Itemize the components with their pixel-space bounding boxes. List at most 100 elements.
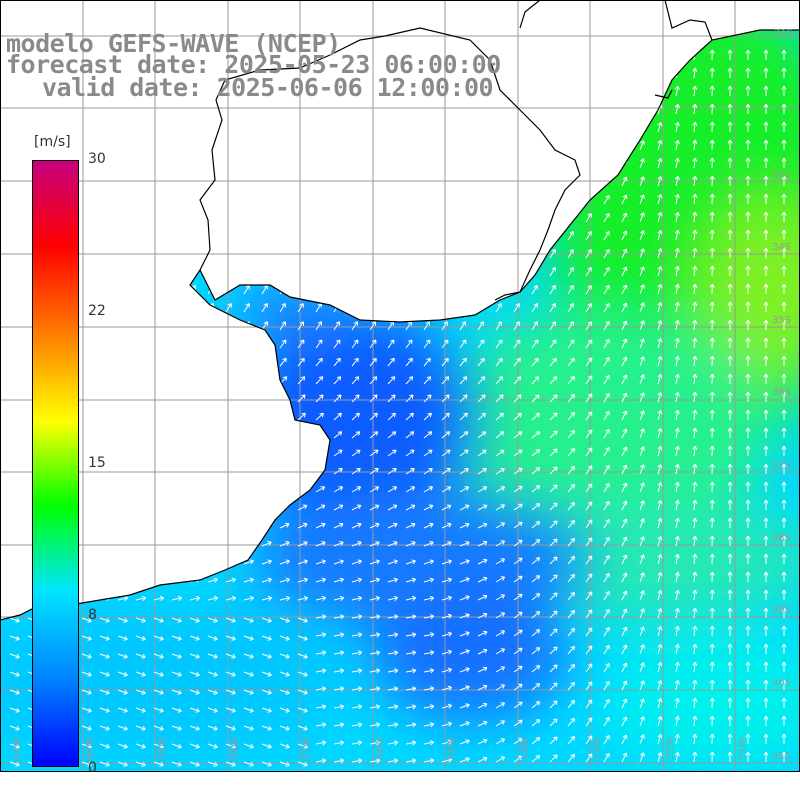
- wind-arrow: [621, 68, 628, 79]
- colorbar: [32, 160, 79, 767]
- wind-arrow: [549, 502, 558, 511]
- wind-arrow: [99, 725, 110, 731]
- wind-arrow: [549, 646, 558, 655]
- wind-arrow: [297, 159, 304, 169]
- wind-arrow: [709, 49, 715, 61]
- wind-arrow: [459, 231, 466, 241]
- wind-arrow: [351, 412, 360, 421]
- wind-arrow: [639, 698, 645, 709]
- wind-arrow: [639, 320, 645, 331]
- wind-arrow: [531, 647, 541, 655]
- wind-arrow: [477, 738, 488, 745]
- wind-arrow: [567, 123, 574, 133]
- wind-arrow: [135, 468, 145, 475]
- wind-arrow: [657, 752, 663, 763]
- wind-arrow: [9, 522, 20, 529]
- wind-arrow: [261, 577, 272, 583]
- wind-arrow: [585, 573, 593, 583]
- wind-arrow: [315, 303, 322, 313]
- wind-arrow: [441, 339, 449, 349]
- wind-arrow: [207, 412, 216, 421]
- wind-arrow: [117, 195, 124, 205]
- wind-arrow: [657, 698, 663, 709]
- wind-arrow: [243, 357, 251, 367]
- wind-arrow: [405, 541, 416, 547]
- wind-arrow: [207, 339, 215, 349]
- wind-arrow: [745, 409, 751, 420]
- wind-arrow: [9, 357, 17, 367]
- wind-arrow: [243, 504, 254, 511]
- wind-arrow: [513, 539, 523, 547]
- wind-arrow: [674, 247, 680, 259]
- wind-arrow: [261, 141, 268, 151]
- wind-arrow: [189, 707, 200, 713]
- wind-arrow: [477, 576, 488, 583]
- wind-arrow: [621, 428, 628, 439]
- wind-arrow: [657, 140, 663, 151]
- wind-arrow: [171, 123, 178, 133]
- wind-arrow: [333, 632, 345, 638]
- wind-arrow: [405, 303, 412, 313]
- wind-arrow: [225, 743, 236, 749]
- wind-arrow: [727, 121, 733, 132]
- wind-arrow: [477, 612, 488, 619]
- wind-arrow: [297, 504, 308, 511]
- wind-arrow: [531, 177, 538, 187]
- wind-arrow: [727, 607, 733, 618]
- wind-arrow: [495, 357, 503, 367]
- wind-arrow: [9, 123, 16, 133]
- wind-arrow: [171, 303, 178, 313]
- wind-arrow: [27, 87, 34, 97]
- wind-arrow: [9, 159, 16, 169]
- wind-arrow: [727, 139, 733, 150]
- colorbar-tick: 15: [88, 455, 106, 471]
- wind-arrow: [603, 608, 610, 619]
- wind-arrow: [225, 617, 236, 623]
- wind-arrow: [405, 449, 415, 457]
- wind-arrow: [745, 175, 751, 186]
- wind-arrow: [657, 302, 663, 313]
- wind-arrow: [692, 301, 698, 313]
- wind-arrow: [9, 617, 20, 623]
- wind-arrow: [315, 141, 322, 151]
- wind-arrow: [531, 665, 541, 673]
- wind-arrow: [621, 392, 628, 403]
- wind-arrow: [369, 394, 378, 403]
- wind-arrow: [495, 594, 506, 601]
- wind-arrow: [585, 159, 592, 169]
- wind-arrow: [459, 195, 466, 205]
- wind-arrow: [405, 376, 414, 385]
- wind-arrow: [207, 689, 218, 695]
- wind-arrow: [135, 725, 146, 731]
- wind-arrow: [9, 595, 21, 601]
- wind-arrow: [459, 357, 467, 367]
- wind-arrow: [692, 175, 698, 187]
- wind-arrow: [207, 761, 218, 767]
- wind-arrow: [225, 267, 232, 277]
- wind-arrow: [171, 486, 182, 493]
- wind-arrow: [243, 522, 254, 529]
- wind-arrow: [333, 431, 343, 439]
- wind-arrow: [567, 663, 575, 673]
- wind-arrow: [225, 213, 232, 223]
- wind-arrow: [351, 559, 362, 565]
- wind-arrow: [657, 338, 663, 349]
- lat-label: 40S: [772, 678, 791, 689]
- wind-arrow: [189, 177, 196, 187]
- wind-arrow: [763, 373, 769, 384]
- wind-arrow: [117, 321, 124, 331]
- wind-arrow: [243, 303, 250, 313]
- wind-arrow: [727, 265, 733, 276]
- wind-arrow: [781, 157, 787, 168]
- wind-arrow: [674, 643, 680, 655]
- wind-arrow: [549, 682, 558, 691]
- lon-label: 60W: [85, 737, 96, 760]
- wind-arrow: [153, 653, 164, 659]
- wind-arrow: [495, 285, 502, 295]
- wind-arrow: [225, 376, 234, 385]
- wind-arrow: [207, 653, 218, 659]
- wind-arrow: [639, 374, 645, 385]
- wind-arrow: [603, 734, 610, 745]
- wind-arrow: [423, 141, 430, 151]
- wind-arrow: [639, 104, 645, 115]
